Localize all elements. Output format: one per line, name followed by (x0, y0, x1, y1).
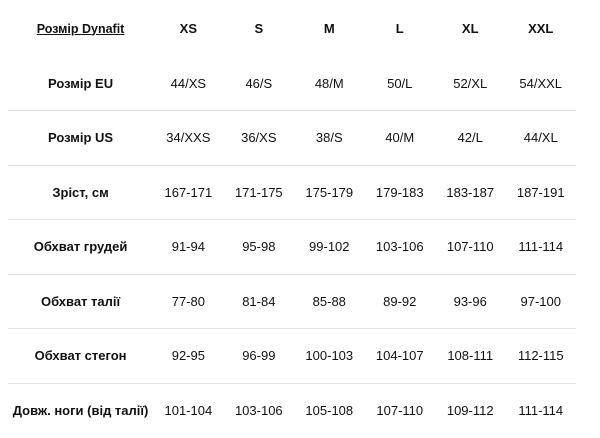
table-cell: 108-111 (434, 328, 506, 383)
corner-header: Розмір Dynafit (8, 0, 153, 56)
size-chart-table: Розмір Dynafit XS S M L XL XXL Розмір EU… (8, 0, 576, 438)
brand-size-link[interactable]: Розмір Dynafit (36, 21, 125, 36)
table-cell: 103-106 (223, 382, 295, 438)
table-cell: 93-96 (434, 273, 506, 329)
table-row: Розмір EU 44/XS 46/S 48/M 50/L 52/XL 54/… (8, 56, 576, 111)
table-header-row: Розмір Dynafit XS S M L XL XXL (8, 0, 576, 56)
row-label: Обхват стегон (8, 328, 154, 383)
table-cell: 91-94 (153, 219, 224, 274)
table-cell: 52/XL (453, 75, 488, 91)
size-header: M (323, 20, 335, 36)
table-cell: 179-183 (364, 164, 435, 220)
table-cell: 104-107 (364, 328, 435, 383)
table-cell: 44/XS (170, 75, 207, 91)
table-row: Обхват талії 77-80 81-84 85-88 89-92 93-… (8, 273, 576, 329)
table-cell: 34/XXS (153, 110, 224, 165)
row-label: Обхват грудей (8, 219, 154, 274)
table-row: Довж. ноги (від талії) 101-104 103-106 1… (8, 382, 576, 438)
table-cell: 46/S (245, 75, 273, 91)
table-cell: 105-108 (294, 382, 365, 438)
table-cell: 183-187 (434, 164, 506, 220)
table-cell: 107-110 (364, 382, 435, 438)
table-cell: 111-114 (505, 219, 576, 274)
row-label: Зріст, см (8, 164, 154, 220)
table-cell: 167-171 (153, 164, 224, 220)
table-row: Розмір US 34/XXS 36/XS 38/S 40/M 42/L 44… (8, 110, 576, 165)
table-cell: 44/XL (505, 110, 576, 165)
table-cell: 38/S (294, 110, 365, 165)
table-cell: 54/XXL (519, 75, 563, 91)
table-cell: 40/M (364, 110, 435, 165)
table-cell: 92-95 (153, 328, 224, 383)
table-row: Зріст, см 167-171 171-175 175-179 179-18… (8, 164, 576, 220)
size-header: S (254, 20, 264, 36)
row-label: Обхват талії (8, 273, 154, 329)
size-header: XL (461, 20, 479, 36)
row-label: Довж. ноги (від талії) (8, 382, 154, 438)
table-cell: 171-175 (223, 164, 295, 220)
table-cell: 109-112 (434, 382, 506, 438)
size-header: L (395, 20, 404, 36)
table-cell: 85-88 (294, 273, 365, 329)
table-cell: 81-84 (223, 273, 295, 329)
table-cell: 112-115 (505, 328, 576, 383)
table-cell: 96-99 (223, 328, 295, 383)
table-cell: 89-92 (364, 273, 435, 329)
table-cell: 50/L (387, 75, 413, 91)
table-row: Обхват грудей 91-94 95-98 99-102 103-106… (8, 219, 576, 274)
table-cell: 42/L (434, 110, 506, 165)
size-header: XS (179, 20, 198, 36)
table-cell: 103-106 (364, 219, 435, 274)
table-cell: 175-179 (294, 164, 365, 220)
table-row: Обхват стегон 92-95 96-99 100-103 104-10… (8, 328, 576, 383)
table-cell: 187-191 (505, 164, 576, 220)
table-cell: 48/M (314, 75, 344, 91)
row-label: Розмір US (8, 110, 154, 165)
table-cell: 107-110 (434, 219, 506, 274)
table-cell: 100-103 (294, 328, 365, 383)
table-cell: 77-80 (153, 273, 224, 329)
table-cell: 36/XS (223, 110, 295, 165)
table-cell: 97-100 (505, 273, 576, 329)
table-cell: 111-114 (505, 382, 576, 438)
table-cell: 99-102 (294, 219, 365, 274)
row-label: Розмір EU (48, 75, 114, 91)
table-cell: 95-98 (223, 219, 295, 274)
size-header: XXL (528, 20, 554, 36)
table-cell: 101-104 (153, 382, 224, 438)
